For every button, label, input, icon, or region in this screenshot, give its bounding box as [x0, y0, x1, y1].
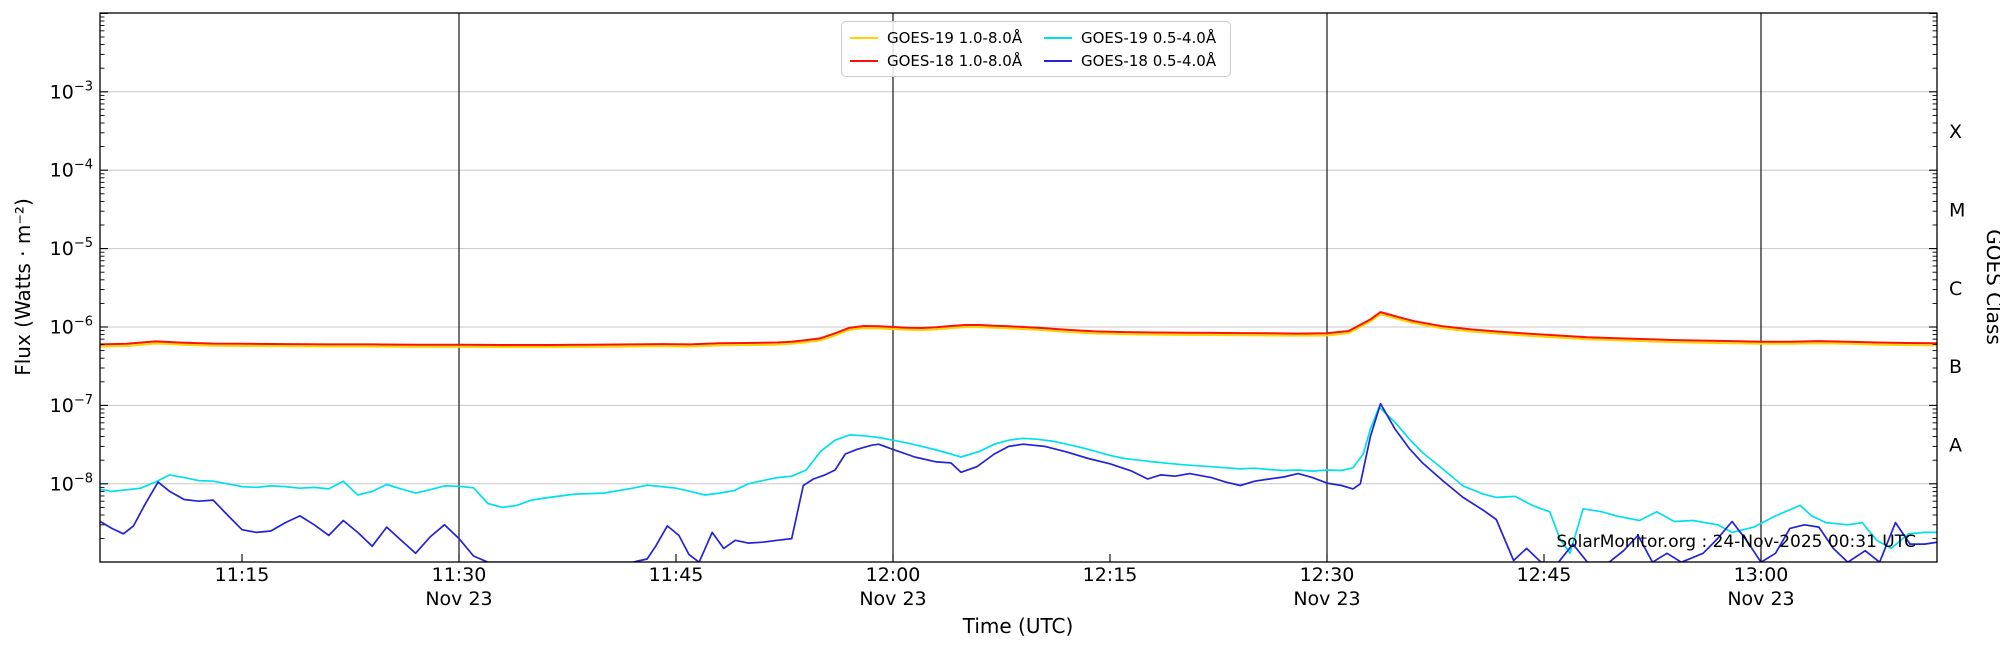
x-tick-label: 13:00 [1734, 564, 1789, 586]
legend: GOES-19 1.0-8.0Å GOES-18 1.0-8.0Å GOES-1… [841, 21, 1231, 77]
x-tick-label: 11:45 [649, 564, 704, 586]
legend-item: GOES-18 0.5-4.0Å [1044, 49, 1222, 72]
x-tick-label: 12:15 [1083, 564, 1138, 586]
series-line-goes-18-1-0-8-0- [100, 311, 1937, 346]
legend-label: GOES-19 0.5-4.0Å [1081, 28, 1217, 47]
series-group [100, 311, 1937, 562]
x-axis-title: Time (UTC) [962, 614, 1074, 638]
axes-frame [99, 12, 1938, 563]
x-tick-label: 12:30 [1300, 564, 1355, 586]
legend-swatch-goes19-long [850, 36, 878, 39]
x-tick-label: 12:45 [1517, 564, 1572, 586]
x-tick-date-label: Nov 23 [425, 588, 492, 610]
y-axis-title-left: Flux (Watts · m⁻²) [11, 198, 35, 376]
legend-label: GOES-19 1.0-8.0Å [887, 28, 1023, 47]
y-tick-label: 10−8 [50, 471, 93, 495]
legend-item: GOES-18 1.0-8.0Å [850, 49, 1028, 72]
series-line-goes-19-0-5-4-0- [100, 406, 1937, 555]
legend-swatch-goes19-short [1044, 36, 1072, 39]
legend-item: GOES-19 0.5-4.0Å [1044, 26, 1222, 49]
series-line-goes-18-0-5-4-0- [100, 402, 1937, 562]
goes-class-label: C [1949, 278, 1962, 300]
x-tick-date-label: Nov 23 [1293, 588, 1360, 610]
legend-swatch-goes18-long [850, 59, 878, 62]
goes-class-label: M [1949, 199, 1965, 221]
goes-class-label: X [1949, 121, 1962, 143]
y-tick-label: 10−4 [50, 158, 93, 182]
y-tick-label: 10−6 [50, 315, 93, 339]
x-tick-label: 11:15 [215, 564, 270, 586]
legend-label: GOES-18 0.5-4.0Å [1081, 51, 1217, 70]
goes-class-label: B [1949, 356, 1962, 378]
legend-label: GOES-18 1.0-8.0Å [887, 51, 1023, 70]
y-tick-label: 10−3 [50, 79, 93, 103]
watermark: SolarMonitor.org : 24-Nov-2025 00:31 UTC [1556, 532, 1916, 552]
x-tick-date-label: Nov 23 [1727, 588, 1794, 610]
x-tick-label: 12:00 [866, 564, 921, 586]
y-tick-label: 10−5 [50, 236, 93, 260]
y-tick-label: 10−7 [50, 393, 93, 417]
x-tick-label: 11:30 [432, 564, 487, 586]
series-line-goes-19-1-0-8-0- [100, 313, 1937, 348]
legend-item: GOES-19 1.0-8.0Å [850, 26, 1028, 49]
goes-class-label: A [1949, 435, 1962, 457]
legend-swatch-goes18-short [1044, 59, 1072, 62]
y-axis-title-right: GOES Class [1982, 229, 2000, 345]
x-tick-date-label: Nov 23 [859, 588, 926, 610]
